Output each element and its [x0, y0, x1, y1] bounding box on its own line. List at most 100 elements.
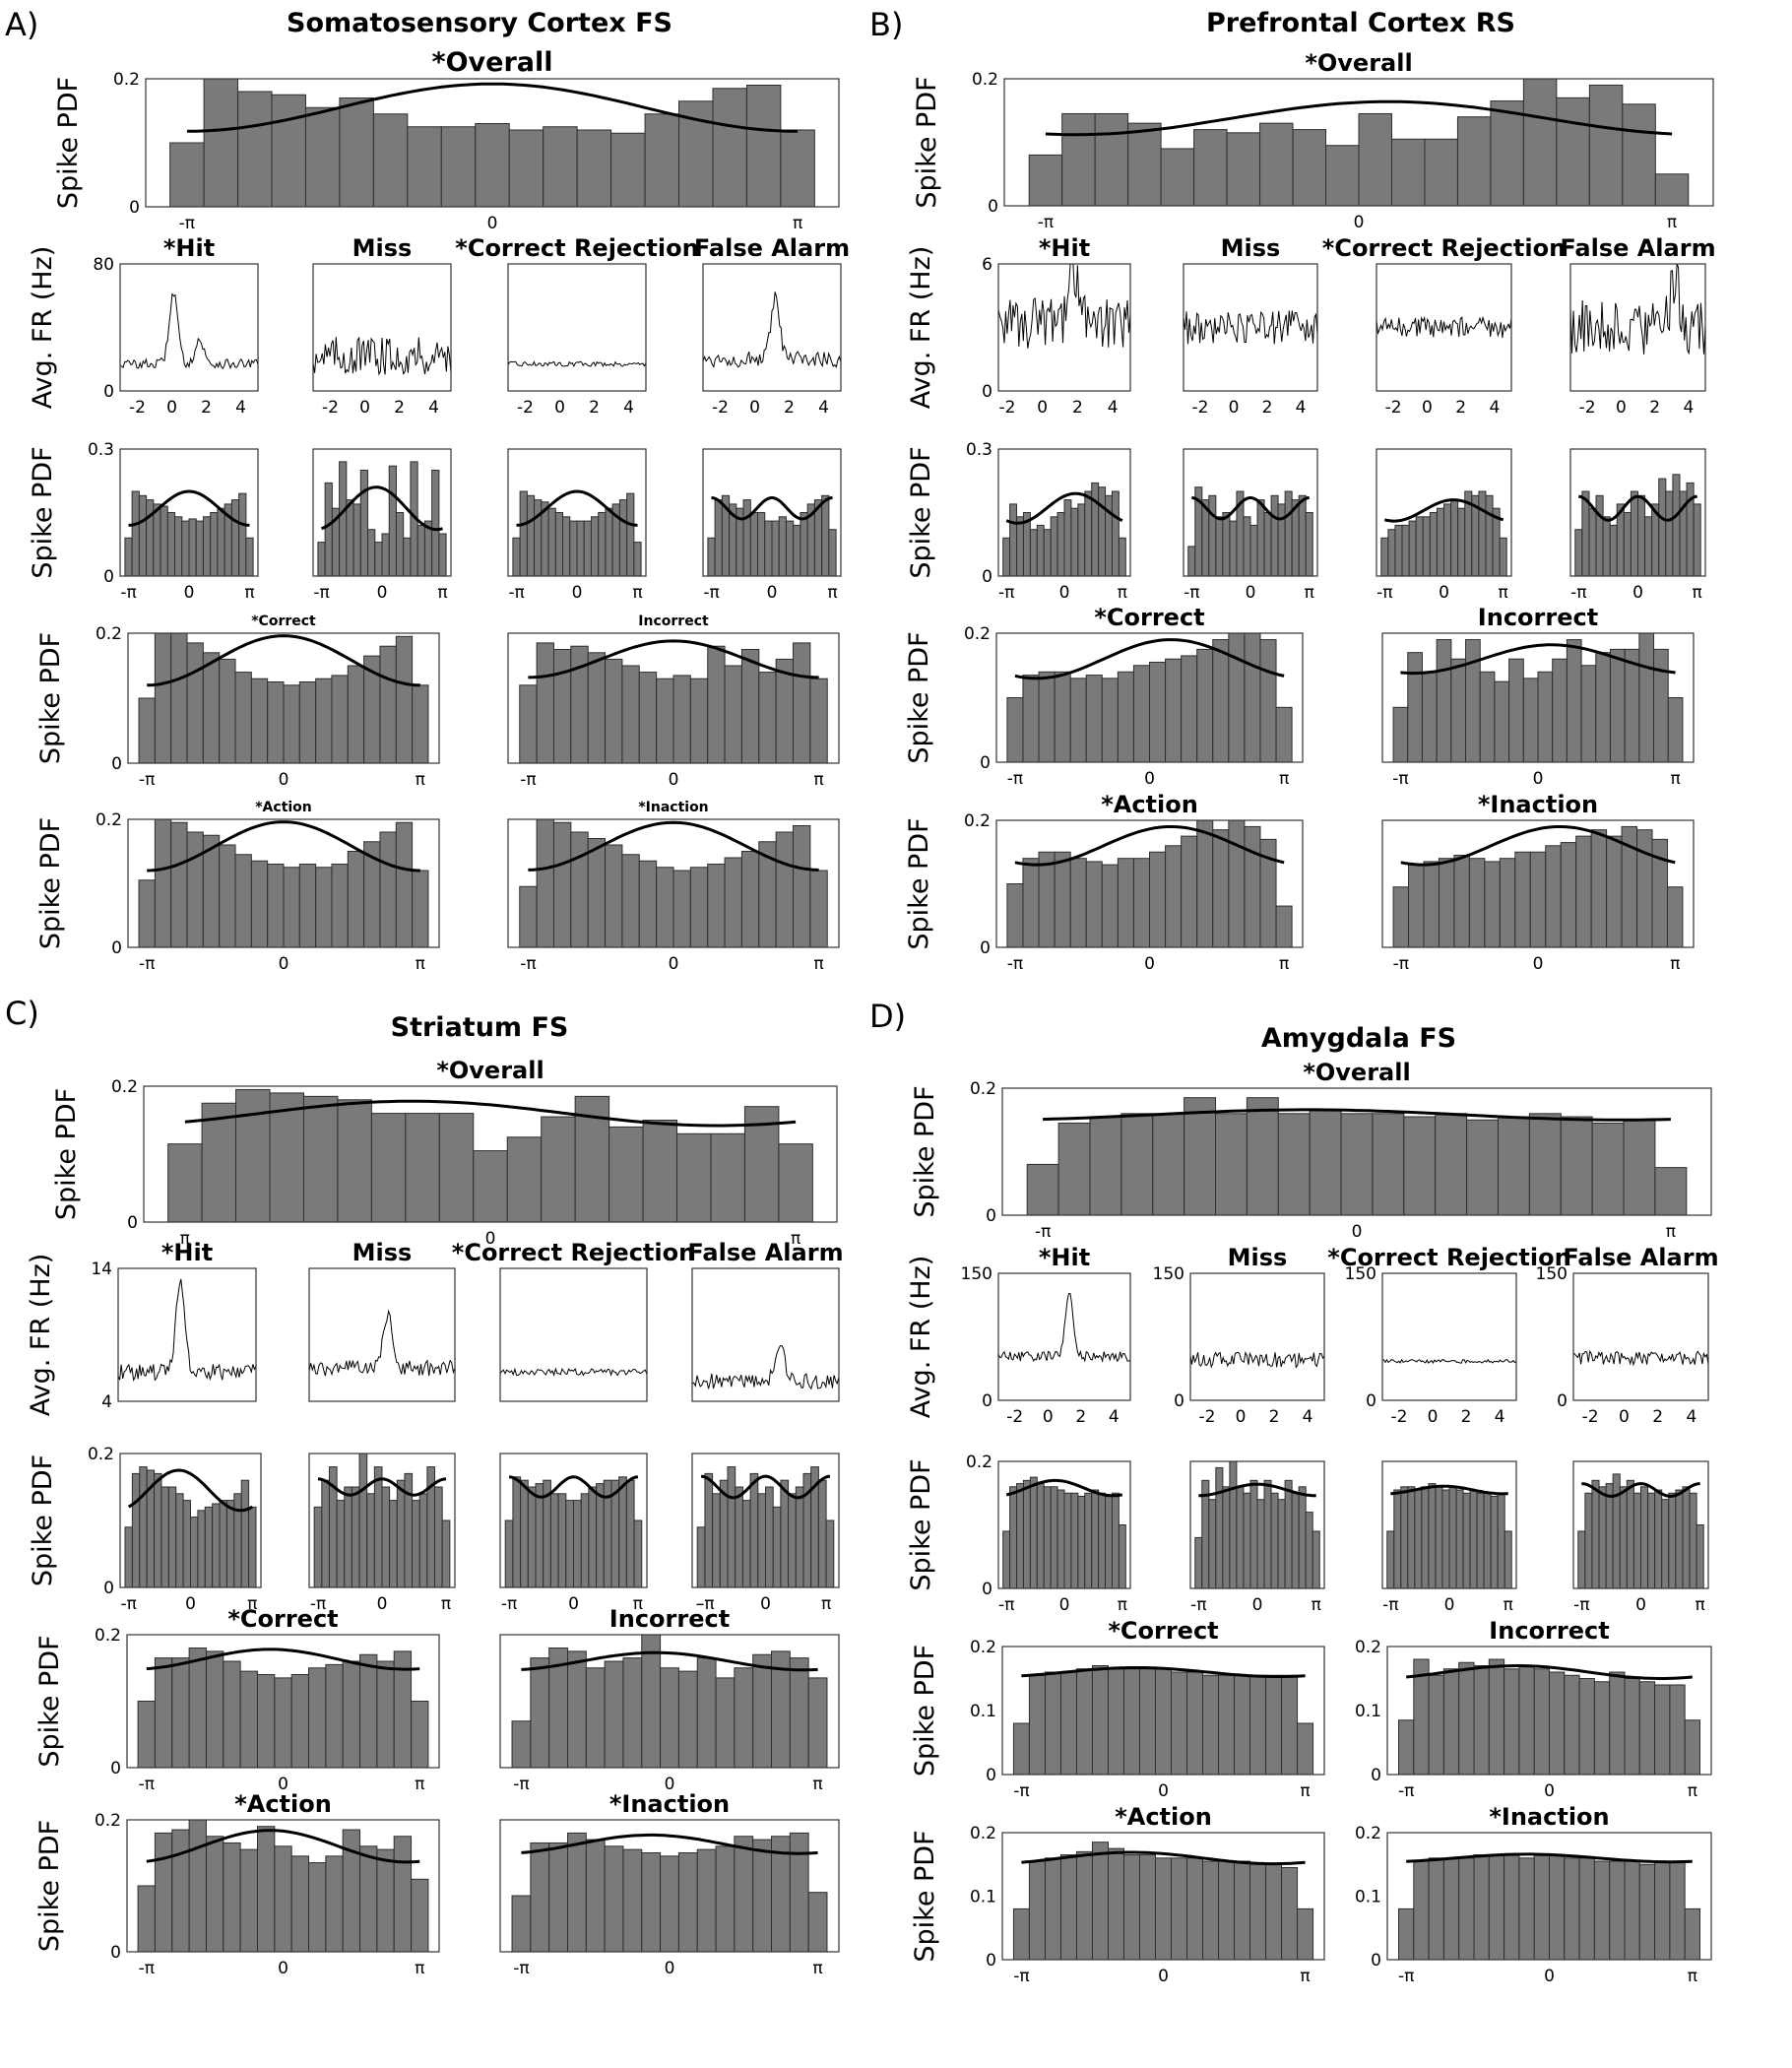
bar: [1490, 100, 1524, 207]
bar: [677, 1852, 698, 1953]
bar: [233, 1493, 242, 1588]
x-tick-label: π: [1667, 213, 1677, 232]
bar: [1117, 671, 1134, 763]
bar: [707, 537, 716, 577]
bar: [1215, 516, 1224, 577]
firing-rate-trace: [1381, 1358, 1517, 1364]
axes-frame: [507, 448, 647, 577]
chart-c-31: Spike PDF -π 0 π 0 0.2: [28, 1445, 262, 1614]
bar: [138, 494, 148, 577]
bar: [1436, 639, 1452, 763]
bar: [1453, 854, 1470, 948]
y-tick-label: 0: [129, 198, 140, 218]
bar: [1256, 499, 1265, 577]
fit-curve: [1578, 494, 1697, 522]
chart-b-20: -π 0 π: [1376, 448, 1512, 603]
bar: [154, 632, 172, 764]
bar: [188, 1819, 207, 1953]
bar: [405, 1113, 440, 1223]
x-tick-label: -π: [1007, 954, 1023, 974]
bar: [473, 1150, 508, 1223]
x-tick-label: 0: [1158, 1967, 1169, 1986]
chart-b-23: Incorrect -π 0 π: [1381, 604, 1695, 789]
bar: [1022, 858, 1040, 948]
bar: [271, 94, 306, 208]
x-tick-label: 0: [568, 1594, 579, 1614]
bar: [1640, 1486, 1649, 1589]
bar: [605, 507, 613, 577]
x-tick-label: -2: [517, 398, 534, 418]
bar: [1428, 1857, 1444, 1961]
x-tick-label: π: [632, 583, 642, 603]
chart-c-33: -π 0 π: [499, 1453, 648, 1614]
chart-a-9: *Correct Spike PDF -π 0 π 0 0.2: [35, 614, 440, 790]
bar: [793, 825, 811, 948]
bar: [1394, 524, 1403, 577]
bar: [1624, 1860, 1640, 1961]
chart-title: *Correct: [227, 1605, 338, 1633]
x-tick-label: 0: [1619, 1407, 1630, 1427]
bar: [552, 821, 572, 948]
bar: [1593, 1860, 1611, 1961]
bar: [576, 520, 585, 577]
bar: [235, 1088, 271, 1223]
bar: [1107, 1847, 1124, 1961]
bar: [742, 499, 751, 577]
bar: [1228, 819, 1246, 948]
bar: [604, 1660, 624, 1769]
y-tick-label: 0.2: [964, 811, 991, 831]
bar: [237, 91, 273, 208]
bar: [1029, 529, 1038, 577]
bar: [1574, 529, 1583, 577]
x-tick-label: 4: [623, 398, 634, 418]
x-tick-label: π: [180, 1229, 190, 1249]
x-tick-label: π: [812, 1775, 822, 1794]
bar: [621, 665, 640, 764]
x-tick-label: 4: [818, 398, 829, 418]
bar: [170, 821, 188, 948]
bar: [1050, 516, 1058, 577]
bar: [566, 1650, 587, 1769]
bar: [638, 860, 658, 948]
y-axis-label: Avg. FR (Hz): [906, 1256, 936, 1419]
bar: [512, 1476, 522, 1588]
bar: [245, 537, 254, 577]
chart-title: *Action: [1101, 791, 1198, 818]
firing-rate-trace: [691, 1344, 840, 1390]
y-tick-label: 14: [91, 1260, 112, 1279]
x-tick-label: 2: [1262, 398, 1273, 418]
bar: [1028, 1674, 1046, 1776]
bar: [633, 542, 642, 577]
bar: [734, 1667, 754, 1769]
chart-c-38: *Inaction -π 0 π: [499, 1790, 840, 1978]
x-tick-label: 0: [1632, 583, 1643, 603]
bar: [1494, 680, 1510, 763]
bar: [1581, 490, 1590, 577]
bar: [1630, 490, 1638, 577]
x-tick-label: 0: [767, 583, 778, 603]
bar: [1658, 478, 1667, 577]
bar: [608, 1126, 644, 1223]
bar: [1624, 648, 1640, 763]
axes-frame: [1381, 1272, 1517, 1401]
bar: [267, 681, 285, 764]
axes-frame: [1569, 448, 1706, 577]
bar: [618, 1476, 627, 1588]
bar: [1504, 1854, 1520, 1961]
bar: [1117, 858, 1134, 948]
bar: [530, 1657, 550, 1769]
fit-curve: [1400, 643, 1676, 676]
bar: [1393, 1489, 1402, 1589]
bar: [274, 1845, 292, 1953]
bar: [1490, 1495, 1499, 1589]
bar: [1392, 886, 1410, 948]
x-tick-label: 0: [1158, 1781, 1169, 1801]
bar: [526, 494, 536, 577]
x-tick-label: π: [1118, 1595, 1127, 1615]
x-tick-label: π: [1305, 583, 1314, 603]
y-tick-label: 0: [127, 1213, 138, 1233]
chart-title: *Hit: [161, 1239, 213, 1266]
bar: [660, 1667, 679, 1769]
y-tick-label: 0: [986, 1951, 996, 1971]
